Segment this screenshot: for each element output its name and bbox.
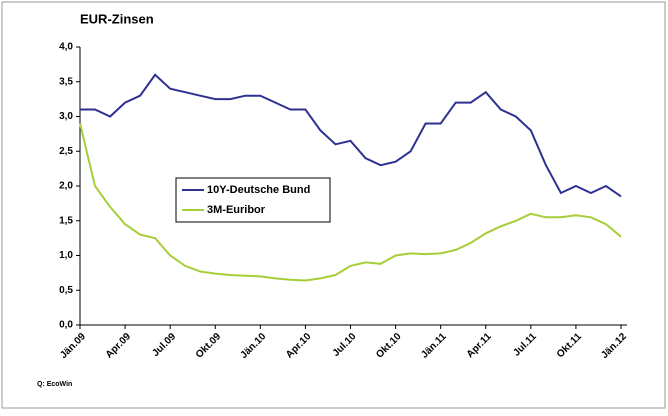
y-tick-label: 0,5 [59,285,73,296]
y-tick-label: 1,5 [59,215,73,226]
legend [175,177,331,223]
y-tick-label: 2,5 [59,146,73,157]
y-tick-label: 1,0 [59,250,73,261]
legend-label: 3M-Euribor [207,204,266,216]
chart-title: EUR-Zinsen [80,11,154,26]
source: Q: EcoWin [37,381,72,388]
y-tick-label: 3,0 [59,111,73,122]
chart-frame [1,1,666,409]
y-tick-label: 3,5 [59,76,73,87]
line-series [79,123,622,282]
y-tick-label: 0,0 [59,320,73,331]
legend-label: 10Y-Deutsche Bund [207,184,310,196]
line-series [80,73,622,198]
y-tick-label: 4,0 [59,42,73,53]
y-tick-label: 2,0 [59,181,73,192]
